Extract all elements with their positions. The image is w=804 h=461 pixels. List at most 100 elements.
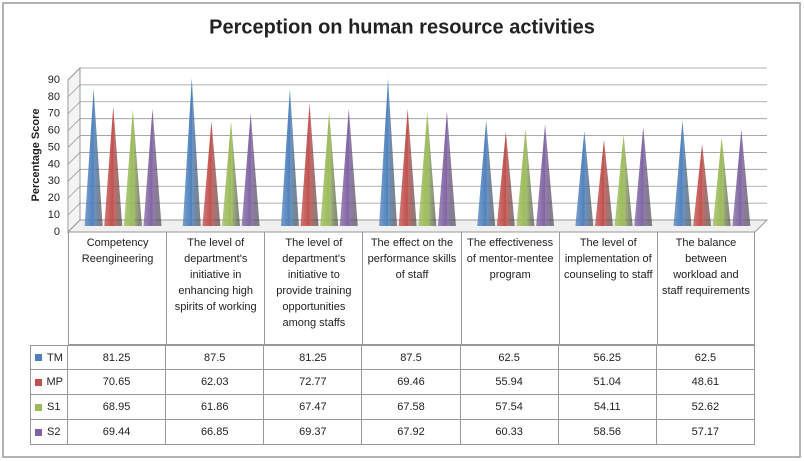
table-value: 68.95 [68,395,167,420]
category-label: The balance between workload and staff r… [656,232,755,345]
pyramid [634,127,653,226]
table-value: 66.85 [166,420,265,445]
pyramid [202,121,221,226]
back-wall [67,66,81,234]
table-value: 57.54 [460,395,559,420]
pyramid [280,88,299,227]
legend-label: MP [46,376,64,388]
floor [66,219,769,233]
table-value: 69.44 [68,420,167,445]
table-value: 56.25 [558,345,657,370]
pyramid [339,108,358,226]
y-tick-label: 70 [48,108,60,120]
table-value: 70.65 [68,370,167,395]
table-value: 60.33 [460,420,559,445]
y-tick-label: 60 [48,125,60,137]
table-value: 69.46 [362,370,461,395]
grid-line [67,84,767,98]
legend-label: S1 [47,401,61,413]
pyramid [732,129,751,226]
pyramid [418,111,437,226]
grid-line [67,185,767,199]
table-value: 61.86 [166,395,265,420]
y-tick-label: 50 [48,141,60,153]
pyramid [379,78,398,226]
legend-item: S1 [30,395,68,420]
pyramid [398,108,417,226]
table-value: 67.58 [362,395,461,420]
table-value: 87.5 [362,345,461,370]
pyramid [123,109,142,226]
category-label: The level of implementation of counselin… [558,232,657,345]
legend-swatch [35,428,42,436]
pyramid [182,78,201,226]
table-value: 81.25 [264,345,363,370]
grid-line [67,135,767,148]
table-value: 81.25 [68,345,167,370]
pyramid [300,103,319,226]
pyramid [712,137,731,226]
legend-item: S2 [30,420,68,445]
table-value: 55.94 [460,370,559,395]
legend-label: S2 [47,426,61,438]
chart-title: Perception on human resource activities [209,16,595,38]
category-label: The level of department's initiative to … [264,232,363,345]
y-axis-label: Percentage Score [30,109,42,202]
grid-line [67,101,767,115]
pyramid [143,108,162,226]
grid-line [67,67,767,81]
pyramid [496,131,515,226]
pyramid [614,134,633,226]
grid-line [67,202,767,216]
legend-item: TM [30,345,68,370]
table-value: 57.17 [656,420,755,445]
table-value: 69.37 [264,420,363,445]
pyramid [594,139,613,226]
legend-swatch [35,378,42,386]
legend-item: MP [30,370,68,395]
pyramid [516,128,535,226]
table-value: 58.56 [558,420,657,445]
pyramid [84,88,103,227]
category-label: The level of department's initiative in … [166,232,265,345]
category-label: The effectiveness of mentor-mentee progr… [460,232,559,345]
category-label: The effect on the performance skills of … [362,232,461,345]
legend-swatch [35,403,42,411]
category-label: Competency Reengineering [68,232,167,345]
grid-line [67,168,767,182]
pyramid [477,120,496,226]
y-tick-label: 0 [54,226,60,238]
pyramid [673,120,692,226]
pyramid [320,112,339,226]
table-value: 54.11 [558,395,657,420]
table-value: 67.47 [264,395,363,420]
legend-swatch [35,354,42,361]
pyramid [104,106,123,226]
pyramid [575,131,594,226]
table-value: 62.03 [166,370,265,395]
table-value: 51.04 [558,370,657,395]
table-value: 87.5 [166,345,265,370]
grid-line [67,118,767,131]
table-value: 48.61 [656,370,755,395]
y-tick-label: 40 [48,158,60,170]
legend-label: TM [47,351,63,364]
table-value: 62.5 [460,345,559,370]
grid-line [67,152,767,165]
y-tick-label: 30 [48,175,60,187]
table-value: 52.62 [656,395,755,420]
y-tick-label: 80 [48,91,60,103]
y-tick-label: 90 [48,74,60,86]
table-value: 67.92 [362,420,461,445]
table-value: 62.5 [656,345,755,370]
pyramid [437,111,456,226]
pyramid [241,113,260,226]
table-value: 72.77 [264,370,363,395]
pyramid [536,124,555,226]
pyramid [693,143,712,226]
y-tick-label: 10 [48,209,60,221]
pyramid [222,121,241,226]
y-tick-label: 20 [48,192,60,204]
